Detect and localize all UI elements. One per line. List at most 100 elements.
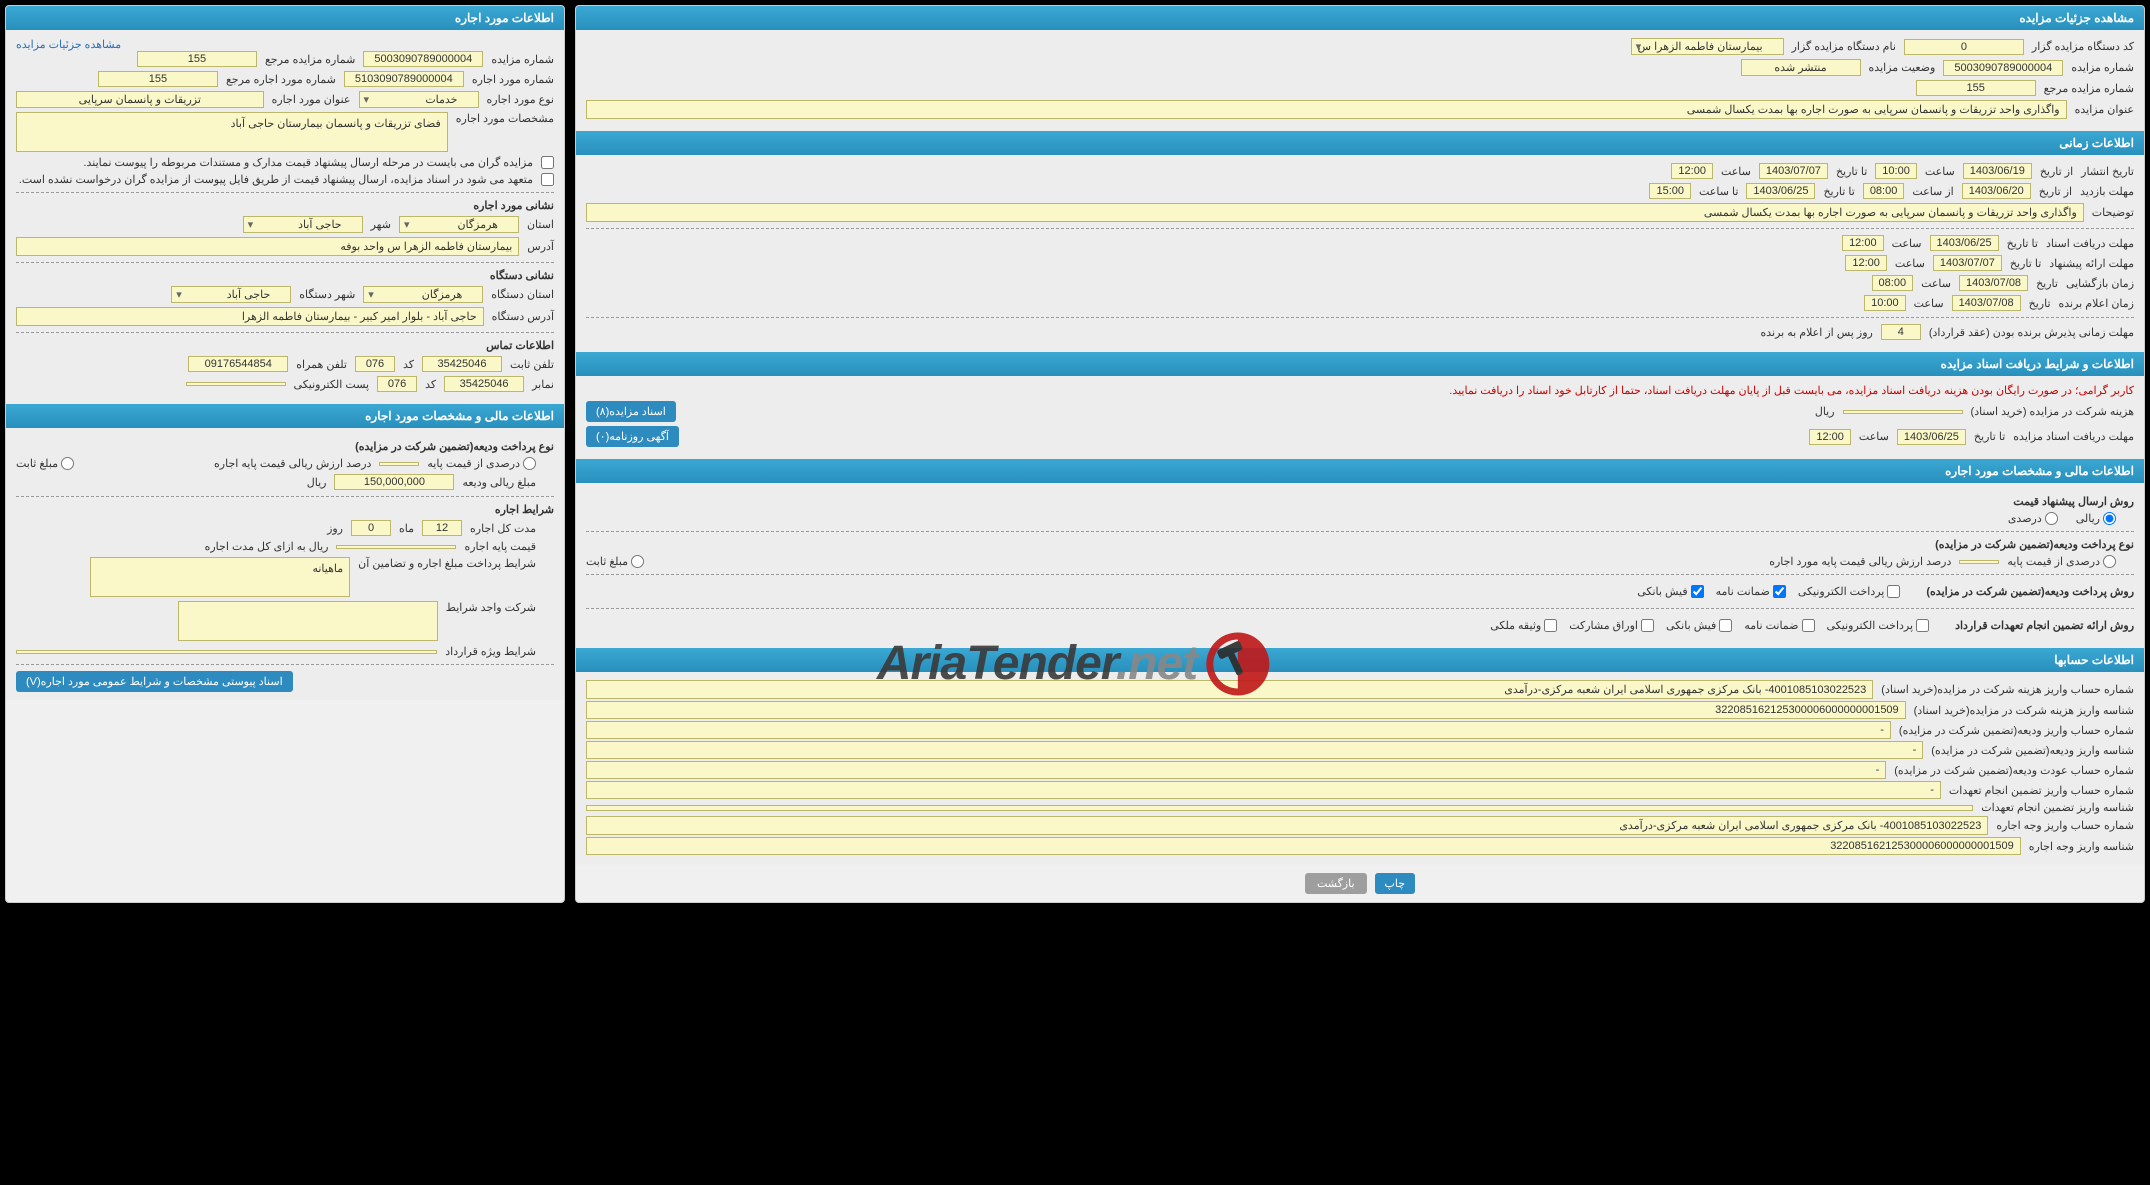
org-name-select[interactable]: بیمارستان فاطمه الزهرا س bbox=[1631, 38, 1784, 55]
auction-title-label: عنوان مزایده bbox=[2075, 103, 2134, 116]
description-value: واگذاری واحد تزریقات و پانسمان سرپایی به… bbox=[586, 203, 2084, 222]
epay-checkbox-2[interactable]: پرداخت الکترونیکی bbox=[1827, 619, 1930, 632]
org-address-value: حاجی آباد - بلوار امیر کبیر - بیمارستان … bbox=[16, 307, 484, 326]
note2-checkbox[interactable] bbox=[541, 173, 554, 186]
percent-radio[interactable]: درصدی bbox=[2008, 512, 2058, 525]
eligible-company-value[interactable] bbox=[178, 601, 438, 641]
description-label: توضیحات bbox=[2092, 206, 2134, 219]
divider bbox=[586, 608, 2134, 609]
rent-type-label: نوع مورد اجاره bbox=[487, 93, 555, 106]
bankslip-checkbox[interactable]: فیش بانکی bbox=[1637, 585, 1703, 598]
bankslip-checkbox-2[interactable]: فیش بانکی bbox=[1666, 619, 1732, 632]
phone-code-value: 076 bbox=[355, 356, 395, 372]
phone-value: 35425046 bbox=[422, 356, 502, 372]
org-address-title: نشانی دستگاه bbox=[16, 269, 554, 282]
acc3-label: شماره حساب واریز ودیعه(تضمین شرکت در مزا… bbox=[1899, 724, 2134, 737]
auction-no-label: شماره مزایده bbox=[2071, 61, 2134, 74]
bonds-checkbox[interactable]: اوراق مشارکت bbox=[1569, 619, 1654, 632]
auction-docs-button[interactable]: اسناد مزایده(۸) bbox=[586, 401, 676, 422]
property-checkbox[interactable]: وثیقه ملکی bbox=[1490, 619, 1557, 632]
fax-label: نمابر bbox=[532, 378, 554, 391]
auction-status-value: منتشر شده bbox=[1741, 59, 1861, 76]
epay-checkbox[interactable]: پرداخت الکترونیکی bbox=[1798, 585, 1901, 598]
divider bbox=[586, 228, 2134, 229]
org-province-label: استان دستگاه bbox=[491, 288, 554, 301]
percent-base-radio[interactable]: درصدی از قیمت پایه bbox=[2007, 555, 2116, 568]
contact-title: اطلاعات تماس bbox=[16, 339, 554, 352]
visit-deadline-label: مهلت بازدید bbox=[2080, 185, 2134, 198]
org-name-label: نام دستگاه مزایده گزار bbox=[1792, 40, 1896, 53]
org-city-select[interactable]: حاجی آباد bbox=[171, 286, 291, 303]
auction-details-header: مشاهده جزئیات مزایده bbox=[576, 6, 2144, 30]
guarantee-checkbox-2[interactable]: ضمانت نامه bbox=[1744, 619, 1814, 632]
docs-deadline-date-2: 1403/06/25 bbox=[1897, 429, 1966, 445]
view-details-link[interactable]: مشاهده جزئیات مزایده bbox=[16, 39, 121, 51]
rent-type-select[interactable]: خدمات bbox=[359, 91, 479, 108]
divider bbox=[16, 192, 554, 193]
participation-fee-label: هزینه شرکت در مزایده (خرید اسناد) bbox=[1971, 405, 2134, 418]
phone-label: تلفن ثابت bbox=[510, 358, 554, 371]
acc1-label: شماره حساب واریز هزینه شرکت در مزایده(خر… bbox=[1881, 683, 2134, 696]
acc6-value: - bbox=[586, 781, 1941, 799]
ref-no-label-r: شماره مزایده مرجع bbox=[265, 53, 355, 66]
to-date-label: تا تاریخ bbox=[1836, 165, 1867, 178]
mobile-label: تلفن همراه bbox=[296, 358, 347, 371]
acc8-label: شماره حساب واریز وجه اجاره bbox=[1996, 819, 2134, 832]
newspaper-ad-button[interactable]: آگهی روزنامه(۰) bbox=[586, 426, 679, 447]
attachment-docs-button[interactable]: اسناد پیوستی مشخصات و شرایط عمومی مورد ا… bbox=[16, 671, 293, 692]
acc7-value bbox=[586, 805, 1973, 811]
back-button[interactable]: بازگشت bbox=[1305, 873, 1367, 894]
org-address-label: آدرس دستگاه bbox=[492, 310, 554, 323]
rent-no-value: 5103090789000004 bbox=[344, 71, 464, 87]
docs-deadline-hour: 12:00 bbox=[1842, 235, 1884, 251]
winner-date: 1403/07/08 bbox=[1952, 295, 2021, 311]
contract-guarantee-title: روش ارائه تضمین انجام تعهدات قرارداد bbox=[1955, 619, 2134, 632]
address-label: آدرس bbox=[527, 240, 554, 253]
docs-deadline-label-2: مهلت دریافت اسناد مزایده bbox=[2013, 430, 2134, 443]
auction-title-value: واگذاری واحد تزریقات و پانسمان سرپایی به… bbox=[586, 100, 2067, 119]
rent-specs-value[interactable]: فضای تزریقات و پانسمان بیمارستان حاجی آب… bbox=[16, 112, 448, 152]
acc9-label: شناسه واریز وجه اجاره bbox=[2029, 840, 2134, 853]
publish-to-hour: 12:00 bbox=[1671, 163, 1713, 179]
ref-no-label: شماره مزایده مرجع bbox=[2044, 82, 2134, 95]
city-label: شهر bbox=[371, 218, 391, 231]
province-select[interactable]: هرمزگان bbox=[399, 216, 519, 233]
rent-title-label: عنوان مورد اجاره bbox=[272, 93, 351, 106]
divider bbox=[586, 574, 2134, 575]
docs-deadline-label: مهلت دریافت اسناد bbox=[2046, 237, 2134, 250]
acc6-label: شماره حساب واریز تضمین انجام تعهدات bbox=[1949, 784, 2134, 797]
divider bbox=[16, 664, 554, 665]
acc2-value: 322085162125300006000000001509 bbox=[586, 701, 1906, 719]
email-label: پست الکترونیکی bbox=[294, 378, 370, 391]
rial-radio[interactable]: ریالی bbox=[2076, 512, 2116, 525]
mobile-value: 09176544854 bbox=[188, 356, 288, 372]
rent-specs-label: مشخصات مورد اجاره bbox=[456, 112, 554, 125]
print-button[interactable]: چاپ bbox=[1375, 873, 1416, 894]
payment-conditions-value[interactable]: ماهیانه bbox=[90, 557, 350, 597]
guarantee-checkbox[interactable]: ضمانت نامه bbox=[1716, 585, 1786, 598]
org-city-label: شهر دستگاه bbox=[299, 288, 355, 301]
accept-deadline-value: 4 bbox=[1881, 324, 1921, 340]
province-label: استان bbox=[527, 218, 554, 231]
org-code-value: 0 bbox=[1904, 39, 2024, 55]
divider bbox=[16, 262, 554, 263]
note2-text: متعهد می شود در اسناد مزایده، ارسال پیشن… bbox=[19, 173, 533, 186]
rent-title-value: تزریقات و پانسمان سرپایی bbox=[16, 91, 264, 108]
acc3-value: - bbox=[586, 721, 1891, 739]
special-conditions-value bbox=[16, 650, 437, 654]
percent-base-radio-r[interactable]: درصدی از قیمت پایه bbox=[427, 457, 536, 470]
proposal-deadline-date: 1403/07/07 bbox=[1933, 255, 2002, 271]
fixed-amount-radio[interactable]: مبلغ ثابت bbox=[586, 555, 644, 568]
deposit-amount-label: مبلغ ریالی ودیعه bbox=[462, 476, 536, 489]
note1-checkbox[interactable] bbox=[541, 156, 554, 169]
rent-financial-header: اطلاعات مالی و مشخصات مورد اجاره bbox=[6, 404, 564, 428]
org-province-select[interactable]: هرمزگان bbox=[363, 286, 483, 303]
divider bbox=[586, 531, 2134, 532]
auction-no-value-r: 5003090789000004 bbox=[363, 51, 483, 67]
financial-info-header: اطلاعات مالی و مشخصات مورد اجاره bbox=[576, 459, 2144, 483]
acc5-label: شماره حساب عودت ودیعه(تضمین شرکت در مزای… bbox=[1894, 764, 2134, 777]
fixed-radio-r[interactable]: مبلغ ثابت bbox=[16, 457, 74, 470]
auction-no-value: 5003090789000004 bbox=[1943, 60, 2063, 76]
city-select[interactable]: حاجی آباد bbox=[243, 216, 363, 233]
rent-ref-label: شماره مورد اجاره مرجع bbox=[226, 73, 336, 86]
